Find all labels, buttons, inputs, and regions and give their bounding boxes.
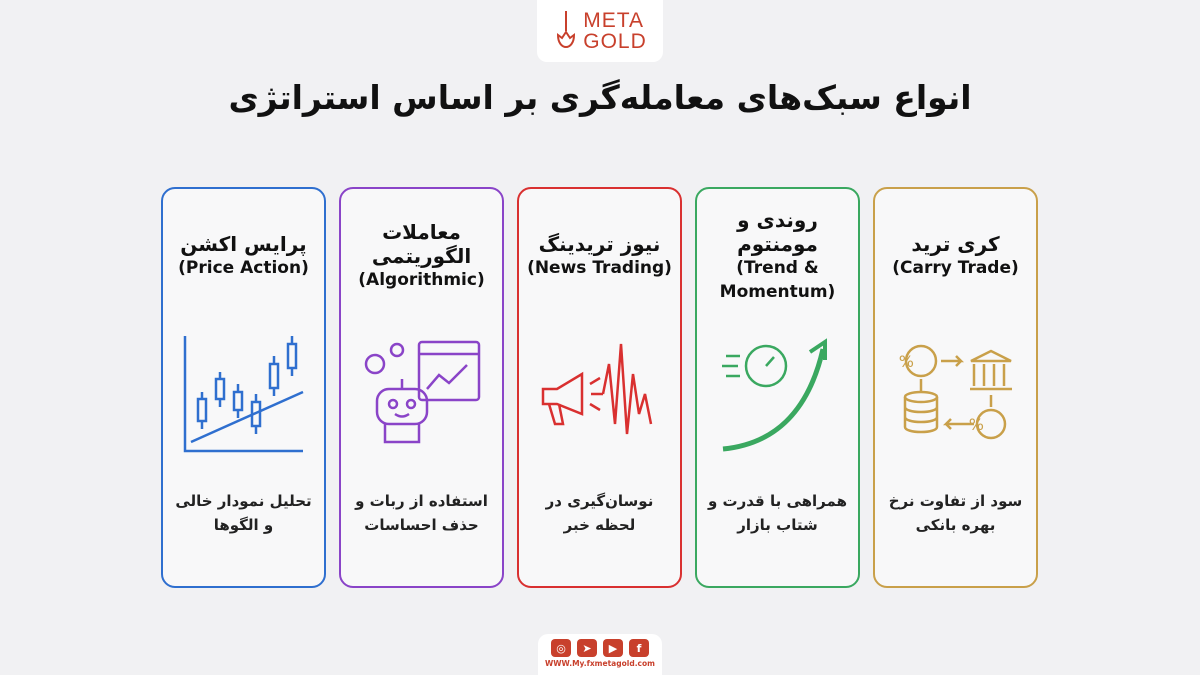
speedometer-arrow-icon bbox=[718, 319, 838, 469]
svg-text:%: % bbox=[898, 352, 913, 371]
interest-rate-bank-icon: %% bbox=[896, 319, 1016, 469]
instagram-icon[interactable]: ◎ bbox=[551, 639, 571, 657]
card-title-en: (Carry Trade) bbox=[892, 258, 1019, 278]
card-title-fa: نیوز تریدینگ bbox=[538, 232, 661, 256]
card-title-en: (Algorithmic) bbox=[358, 270, 485, 290]
card-description: استفاده از ربات و حذف احساسات bbox=[355, 492, 488, 534]
logo-tulip-icon bbox=[557, 11, 576, 49]
card-description: نوسان‌گیری در لحظه خبر bbox=[545, 492, 654, 534]
logo-line2: GOLD bbox=[583, 30, 647, 53]
candlestick-icon bbox=[181, 319, 306, 469]
card-title-en: (Trend & Momentum) bbox=[719, 258, 836, 302]
logo: META GOLD bbox=[537, 0, 663, 62]
card-news-trading: نیوز تریدینگ (News Trading) نوسان‌گیری در… bbox=[517, 187, 682, 588]
card-title-en: (News Trading) bbox=[527, 258, 672, 278]
card-description: همراهی با قدرت و شتاب بازار bbox=[708, 492, 847, 534]
card-title-fa: پرایس اکشن bbox=[180, 232, 307, 256]
card-title-fa: معاملات الگوریتمی bbox=[371, 220, 472, 268]
facebook-icon[interactable]: f bbox=[629, 639, 649, 657]
page-title: انواع سبک‌های معامله‌گری بر اساس استراتژ… bbox=[228, 78, 972, 117]
card-list: کری ترید (Carry Trade) %% سود از تفاوت نر… bbox=[161, 187, 1038, 588]
card-trend-momentum: روندی و مومنتوم (Trend & Momentum) همراهی… bbox=[695, 187, 860, 588]
robot-chart-icon bbox=[357, 319, 487, 469]
website-link[interactable]: WWW.My.fxmetagold.com bbox=[545, 659, 655, 668]
card-title-fa: کری ترید bbox=[911, 232, 1000, 256]
card-description: تحلیل نمودار خالی و الگوها bbox=[175, 492, 312, 534]
card-price-action: پرایس اکشن (Price Action) تحلیل نمودار خا… bbox=[161, 187, 326, 588]
card-carry-trade: کری ترید (Carry Trade) %% سود از تفاوت نر… bbox=[873, 187, 1038, 588]
logo-line1: META bbox=[583, 9, 645, 32]
card-title-fa: روندی و مومنتوم bbox=[737, 208, 818, 256]
card-description: سود از تفاوت نرخ بهره بانکی bbox=[888, 492, 1023, 534]
telegram-icon[interactable]: ➤ bbox=[577, 639, 597, 657]
footer: ◎ ➤ ▶ f WWW.My.fxmetagold.com bbox=[538, 634, 662, 675]
card-algorithmic: معاملات الگوریتمی (Algorithmic) استفاده ا… bbox=[339, 187, 504, 588]
svg-text:%: % bbox=[968, 415, 983, 434]
youtube-icon[interactable]: ▶ bbox=[603, 639, 623, 657]
megaphone-volatility-icon bbox=[535, 319, 665, 469]
card-title-en: (Price Action) bbox=[178, 258, 309, 278]
